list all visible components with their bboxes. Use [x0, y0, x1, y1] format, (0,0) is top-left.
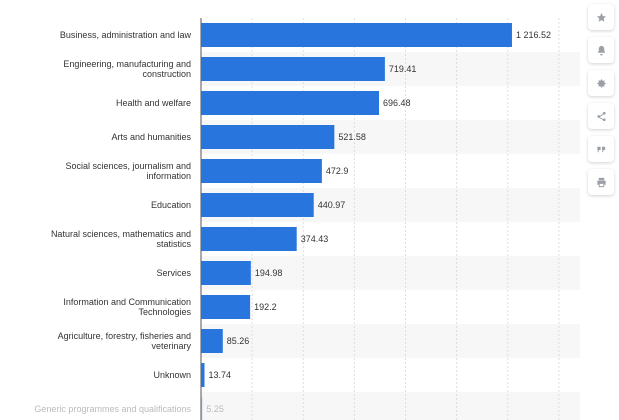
category-label: Business, administration and law [59, 30, 191, 40]
data-label: 5.25 [206, 404, 224, 414]
star-icon [596, 12, 606, 22]
bar[interactable] [201, 193, 314, 217]
data-label: 192.2 [254, 302, 277, 312]
data-label: 521.58 [338, 132, 366, 142]
print-icon [596, 177, 606, 187]
bell-icon [597, 45, 605, 56]
row-band [201, 324, 580, 358]
category-label: Unknown [153, 370, 191, 380]
data-label: 13.74 [209, 370, 232, 380]
data-label: 696.48 [383, 98, 411, 108]
bar[interactable] [201, 125, 335, 149]
row-band [201, 256, 580, 290]
data-label: 374.43 [301, 234, 329, 244]
bar[interactable] [201, 227, 297, 251]
category-label: Agriculture, forestry, fisheries and vet… [57, 331, 191, 351]
chart-plot: 1 216.52 719.41 696.48 521.58 472.9 440.97 374… [200, 18, 580, 420]
print-button[interactable] [588, 169, 614, 195]
bar[interactable] [201, 57, 385, 81]
bar[interactable] [201, 23, 512, 47]
category-label: Social sciences, journalism and informat… [65, 161, 191, 181]
category-label: Health and welfare [115, 98, 191, 108]
bar[interactable] [201, 295, 251, 319]
bar[interactable] [201, 397, 203, 420]
favorite-button[interactable] [588, 4, 614, 30]
bar-chart: 1 216.52 719.41 696.48 521.58 472.9 440.97 374… [34, 18, 580, 420]
data-label: 472.9 [326, 166, 349, 176]
category-label: Services [156, 268, 191, 278]
gear-icon [596, 78, 606, 88]
data-label: 1 216.52 [516, 30, 551, 40]
chart-toolbar [588, 4, 618, 202]
bar[interactable] [201, 91, 380, 115]
quote-icon [596, 146, 605, 152]
category-label: Natural sciences, mathematics and statis… [50, 229, 191, 249]
data-label: 719.41 [389, 64, 417, 74]
bar[interactable] [201, 261, 251, 285]
category-label: Generic programmes and qualifications [34, 404, 191, 414]
share-icon [596, 111, 606, 121]
bar[interactable] [201, 159, 322, 183]
category-label: Information and Communication Technologi… [63, 297, 191, 317]
bar[interactable] [201, 363, 205, 387]
notification-button[interactable] [588, 37, 614, 63]
data-label: 85.26 [227, 336, 250, 346]
bar[interactable] [201, 329, 223, 353]
cite-button[interactable] [588, 136, 614, 162]
category-label: Education [150, 200, 191, 210]
data-label: 440.97 [318, 200, 346, 210]
settings-button[interactable] [588, 70, 614, 96]
category-label: Arts and humanities [111, 132, 191, 142]
share-button[interactable] [588, 103, 614, 129]
data-label: 194.98 [255, 268, 283, 278]
row-band [201, 392, 580, 420]
category-label: Engineering, manufacturing and construct… [63, 59, 191, 79]
